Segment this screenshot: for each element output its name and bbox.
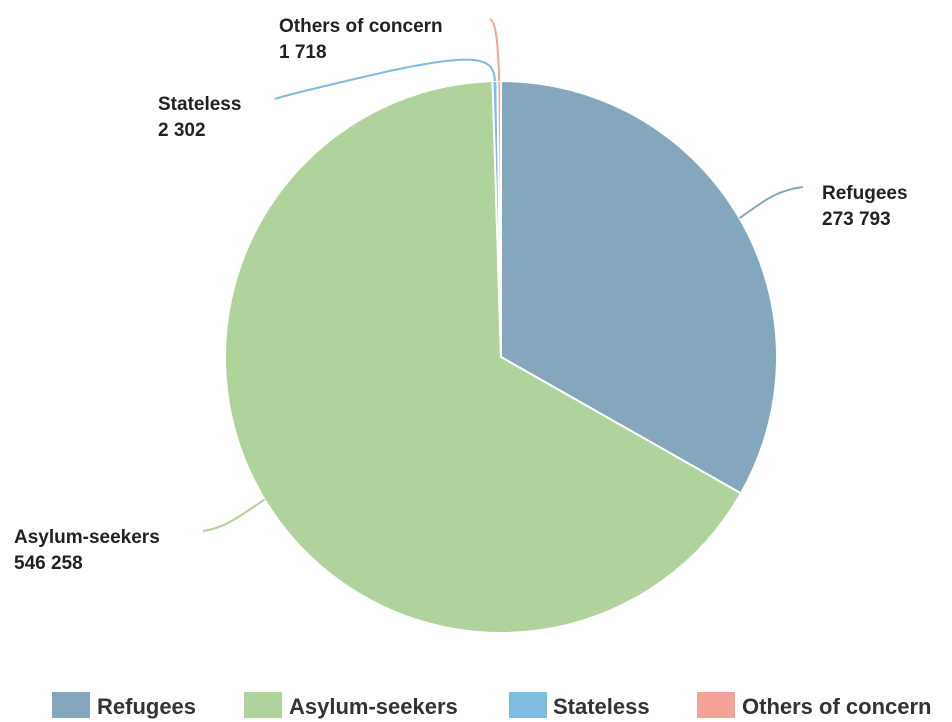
legend-item-asylum-seekers[interactable]: Asylum-seekers <box>244 692 458 719</box>
callout-line-others-of-concern <box>489 18 501 82</box>
legend-item-refugees[interactable]: Refugees <box>52 692 196 719</box>
legend: Refugees Asylum-seekers Stateless Others… <box>52 692 931 719</box>
callouts: Refugees 273 793 Asylum-seekers 546 258 Stat… <box>14 16 908 574</box>
legend-label-others-of-concern: Others of concern <box>742 694 931 719</box>
legend-item-stateless[interactable]: Stateless <box>509 692 650 719</box>
legend-swatch-others-of-concern <box>697 692 735 718</box>
legend-swatch-stateless <box>509 692 547 718</box>
callout-line-stateless <box>274 58 496 101</box>
slices <box>224 80 778 634</box>
slice-value-stateless: 2 302 <box>158 120 206 141</box>
pie-slice-asylum-seekers[interactable] <box>224 80 742 634</box>
slice-label-refugees: Refugees <box>822 183 908 204</box>
legend-item-others-of-concern[interactable]: Others of concern <box>697 692 931 719</box>
callout-line-refugees <box>738 186 804 219</box>
legend-label-asylum-seekers: Asylum-seekers <box>289 694 458 719</box>
pie-slice-others-of-concern[interactable] <box>496 80 502 358</box>
callout-line-asylum-seekers <box>202 498 266 532</box>
slice-value-refugees: 273 793 <box>822 209 891 230</box>
slice-label-others-of-concern: Others of concern <box>279 16 443 37</box>
legend-label-refugees: Refugees <box>97 694 196 719</box>
slice-label-asylum-seekers: Asylum-seekers <box>14 527 160 548</box>
slice-value-others-of-concern: 1 718 <box>279 42 327 63</box>
slice-value-asylum-seekers: 546 258 <box>14 553 83 574</box>
legend-swatch-asylum-seekers <box>244 692 282 718</box>
legend-swatch-refugees <box>52 692 90 718</box>
slice-label-stateless: Stateless <box>158 94 241 115</box>
legend-label-stateless: Stateless <box>553 694 650 719</box>
